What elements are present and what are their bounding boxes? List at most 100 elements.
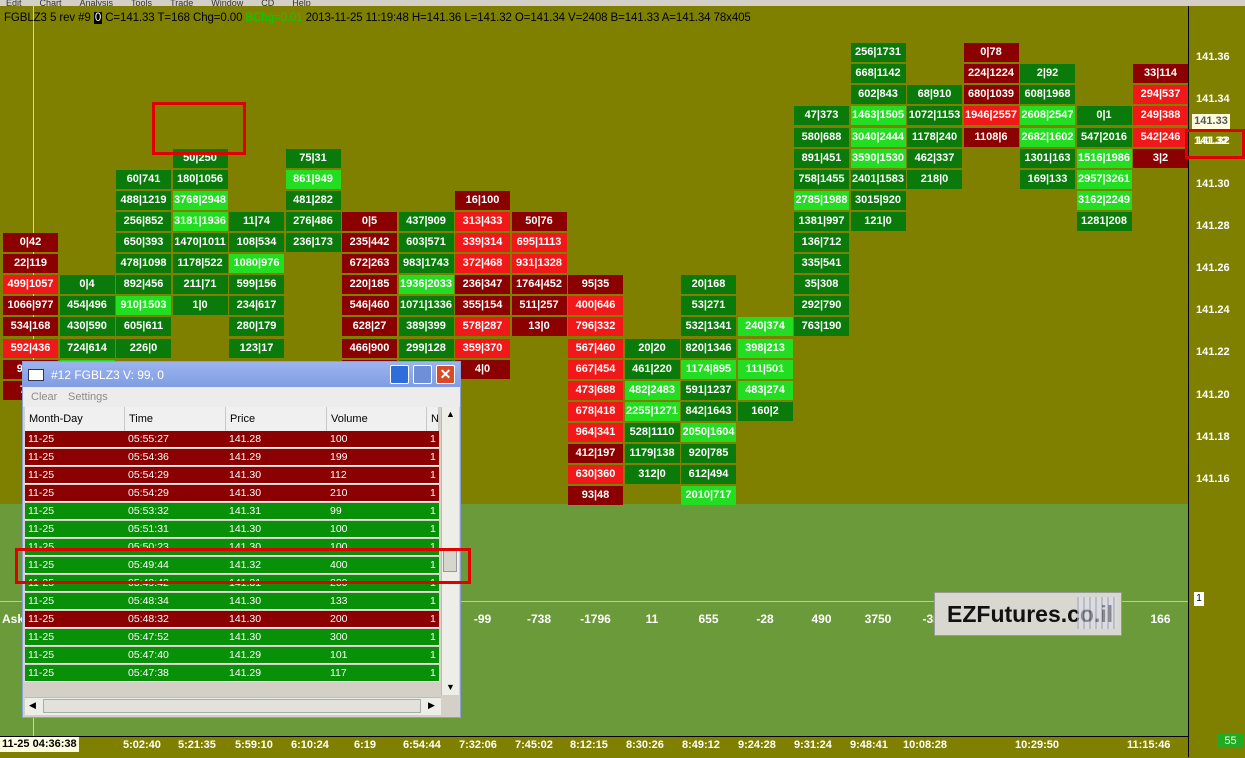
- footprint-cell: 724|614: [59, 338, 115, 358]
- time-tick-label: 9:31:24: [794, 739, 832, 751]
- footprint-cell: 605|611: [116, 317, 171, 337]
- price-tick-label: 141.16: [1196, 473, 1230, 485]
- table-row[interactable]: 11-25 05:54:29 141.30 210 1: [25, 485, 439, 502]
- table-cell: 100: [330, 523, 348, 535]
- menu-bar: Edit Chart Analysis Tools Trade Window CD Help: [0, 0, 1245, 6]
- table-row[interactable]: 11-25 05:48:32 141.30 200 1: [25, 611, 439, 628]
- time-and-sales-window[interactable]: #12 FGBLZ3 V: 99, 0 ✕ Clear Settings Mon…: [15, 361, 471, 718]
- table-row[interactable]: 11-25 05:47:52 141.30 300 1: [25, 629, 439, 646]
- close-icon: ✕: [439, 366, 452, 382]
- horizontal-scroll-thumb[interactable]: [43, 699, 421, 713]
- footprint-cell: 3040|2444: [850, 127, 906, 147]
- menu-item-analysis[interactable]: Analysis: [79, 0, 114, 6]
- window-title: #12 FGBLZ3 V: 99, 0: [51, 368, 164, 382]
- table-cell: 210: [330, 487, 348, 499]
- table-row[interactable]: 11-25 05:47:40 141.29 101 1: [25, 647, 439, 664]
- price-axis[interactable]: 141.36 141.34 141.32 141.30 141.28 141.26 141.…: [1185, 6, 1245, 757]
- footprint-cell: 294|537: [1133, 85, 1188, 105]
- table-row[interactable]: 11-25 05:48:34 141.30 133 1: [25, 593, 439, 610]
- menu-item-trade[interactable]: Trade: [170, 0, 194, 6]
- column-header-month-day[interactable]: Month-Day: [25, 407, 125, 431]
- table-cell: 1: [430, 595, 436, 607]
- scroll-up-icon[interactable]: ▲: [446, 409, 455, 419]
- column-header-time[interactable]: Time: [125, 407, 226, 431]
- time-axis[interactable]: 11-25 04:36:38 5:02:40 5:21:35 5:59:10 6:10…: [0, 736, 1188, 758]
- footprint-cell: 412|197: [568, 444, 623, 463]
- footprint-cell: 1080|976: [229, 254, 284, 274]
- vertical-scrollbar[interactable]: ▲ ▼: [441, 407, 459, 695]
- table-row[interactable]: 11-25 05:53:32 141.31 99 1: [25, 503, 439, 520]
- table-cell: 141.30: [229, 595, 262, 607]
- footprint-cell: 35|308: [794, 275, 849, 295]
- menu-item-chart[interactable]: Chart: [39, 0, 62, 6]
- window-titlebar[interactable]: #12 FGBLZ3 V: 99, 0 ✕: [23, 362, 460, 387]
- minimize-button[interactable]: [390, 365, 409, 384]
- table-row[interactable]: 11-25 05:47:38 141.29 117 1: [25, 665, 439, 682]
- menu-item-cd[interactable]: CD: [261, 0, 275, 6]
- footprint-cell: 22|119: [3, 254, 58, 274]
- delta-value: -99: [473, 612, 492, 626]
- time-tick-label: 5:59:10: [235, 739, 273, 751]
- footprint-cell: 236|347: [455, 275, 510, 295]
- footprint-cell: 75|31: [285, 148, 341, 168]
- chart-details: 2013-11-25 11:19:48 H=141.36 L=141.32 O=…: [302, 12, 751, 24]
- time-tick-label: 5:21:35: [178, 739, 216, 751]
- scroll-left-icon[interactable]: ◀: [29, 700, 36, 710]
- table-cell: 11-25: [28, 505, 55, 517]
- column-header-volume[interactable]: Volume: [327, 407, 427, 431]
- footprint-cell: 93|48: [568, 486, 623, 506]
- footprint-cell: 236|173: [285, 233, 341, 252]
- footprint-chart[interactable]: FGBLZ3 5 rev #9 0 C=141.33 T=168 Chg=0.0…: [0, 6, 1188, 736]
- table-cell: 141.29: [229, 649, 262, 661]
- menu-item-help[interactable]: Help: [292, 0, 311, 6]
- footprint-cell: 592|436: [3, 338, 58, 358]
- menu-clear[interactable]: Clear: [31, 391, 58, 403]
- table-cell: 112: [330, 469, 347, 481]
- menu-item-window[interactable]: Window: [211, 0, 244, 6]
- footprint-cell: 628|27: [342, 317, 397, 337]
- footprint-cell: 842|1643: [681, 401, 736, 421]
- table-cell: 1: [430, 667, 436, 679]
- column-header-price[interactable]: Price: [226, 407, 327, 431]
- menu-item-tools[interactable]: Tools: [131, 0, 153, 6]
- watermark-grid-icon: [1077, 597, 1117, 629]
- table-row[interactable]: 11-25 05:54:29 141.30 112 1: [25, 467, 439, 484]
- horizontal-scrollbar[interactable]: ◀ ▶: [25, 697, 441, 715]
- table-cell: 11-25: [28, 487, 55, 499]
- delta-value: 3750: [864, 612, 892, 626]
- time-tick-label: 6:19: [354, 739, 377, 751]
- footprint-cell: 983|1743: [398, 254, 454, 274]
- time-tick-label: 7:32:06: [459, 739, 497, 751]
- trade-table-body[interactable]: 11-25 05:55:27 141.28 100 1 11-25 05:54:36 141.…: [25, 431, 439, 695]
- table-row[interactable]: 11-25 05:55:27 141.28 100 1: [25, 431, 439, 448]
- footprint-cell: 2|92: [1020, 64, 1075, 84]
- maximize-button[interactable]: [413, 365, 432, 384]
- footprint-cell: 1281|208: [1076, 211, 1132, 231]
- footprint-cell: 891|451: [794, 148, 849, 168]
- table-cell: 11-25: [28, 595, 55, 607]
- current-time-label: 11-25 04:36:38: [0, 737, 79, 752]
- footprint-cell: 1178|240: [907, 127, 962, 147]
- table-row[interactable]: 11-25 05:51:31 141.30 100 1: [25, 521, 439, 538]
- scroll-down-icon[interactable]: ▼: [446, 682, 455, 692]
- table-row[interactable]: 11-25 05:49:44 141.32 400 1: [25, 557, 439, 574]
- footprint-cell: 16|100: [455, 190, 510, 210]
- footprint-cell: 546|460: [342, 296, 397, 316]
- menu-settings[interactable]: Settings: [68, 391, 108, 403]
- footprint-cell: 462|337: [907, 148, 962, 168]
- column-header-number[interactable]: Nu: [427, 407, 439, 431]
- table-row[interactable]: 11-25 05:54:36 141.29 199 1: [25, 449, 439, 466]
- footprint-cell: 359|370: [455, 338, 510, 358]
- table-cell: 141.31: [229, 505, 262, 517]
- axis-marker: 1: [1194, 592, 1204, 606]
- table-cell: 11-25: [28, 433, 55, 445]
- close-button[interactable]: ✕: [436, 365, 455, 384]
- menu-item-edit[interactable]: Edit: [6, 0, 22, 6]
- footprint-cell: 372|468: [455, 254, 510, 274]
- time-tick-label: 8:12:15: [570, 739, 608, 751]
- chart-info-line: FGBLZ3 5 rev #9 0 C=141.33 T=168 Chg=0.0…: [4, 12, 751, 24]
- price-tick-label: 141.22: [1196, 346, 1230, 359]
- scroll-right-icon[interactable]: ▶: [428, 700, 435, 710]
- footprint-cell: 235|442: [342, 233, 397, 252]
- footprint-cell: 226|0: [116, 338, 171, 358]
